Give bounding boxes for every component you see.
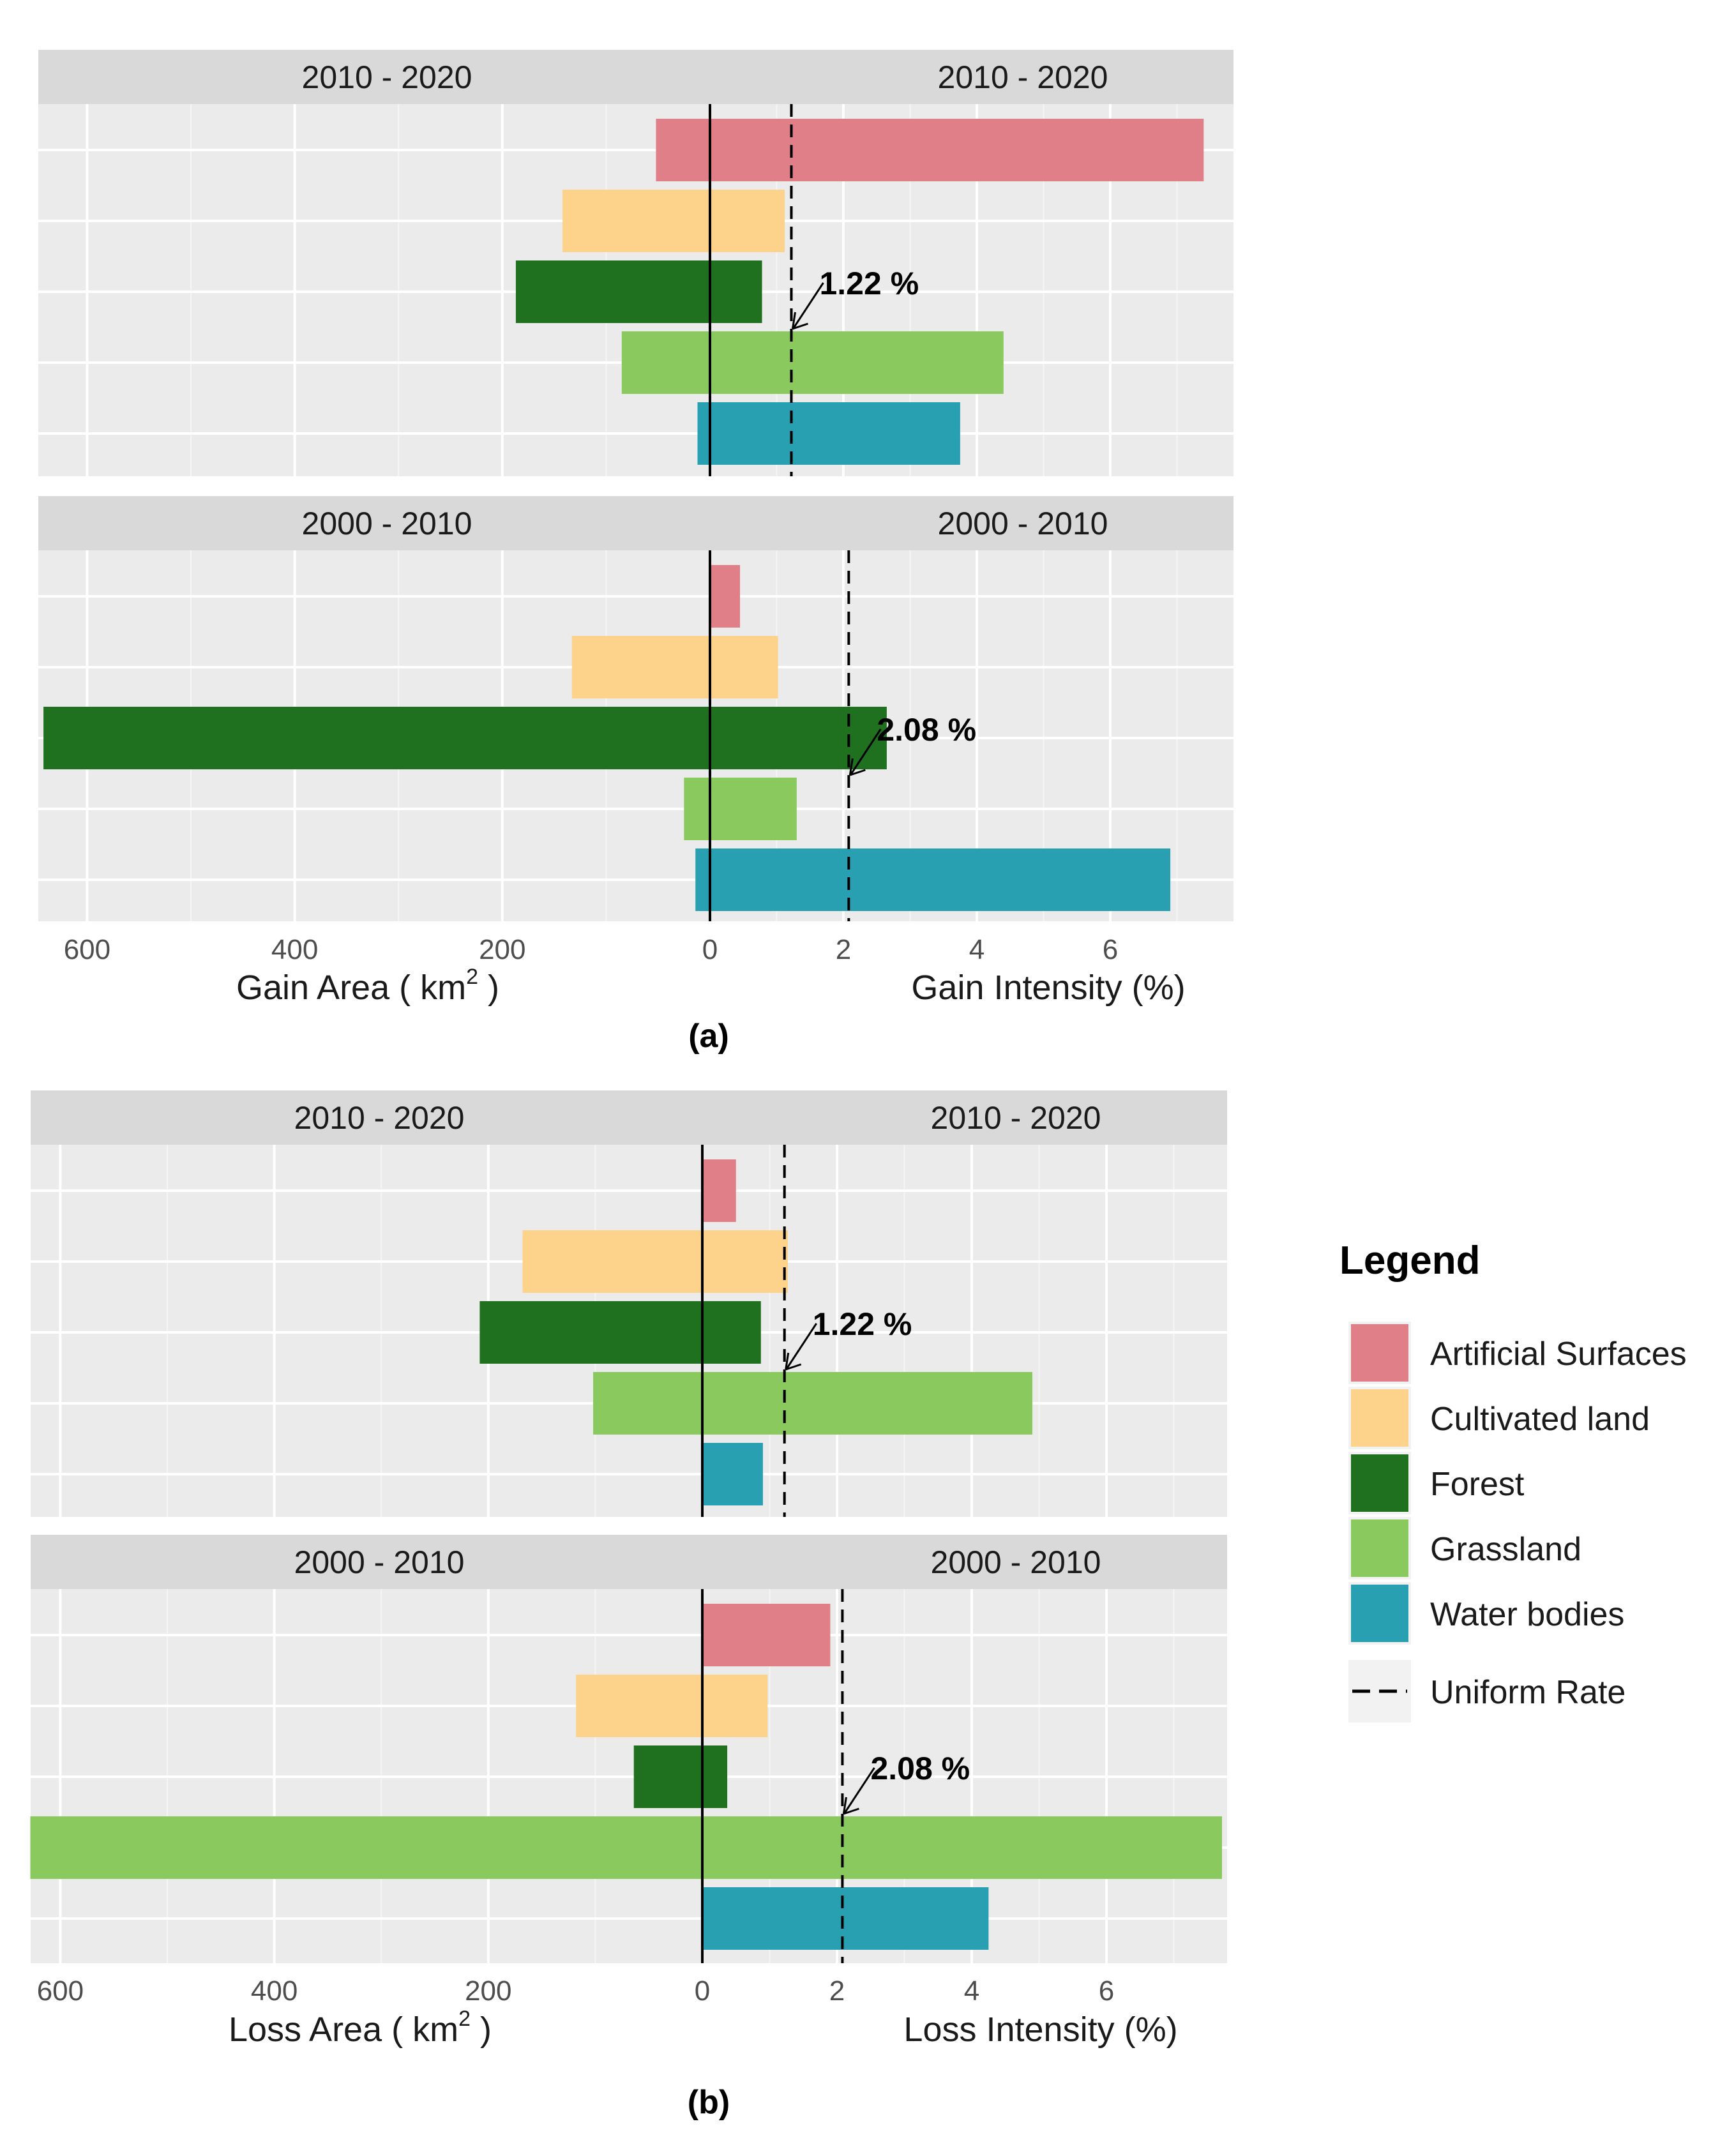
right-tick-label: 4 (964, 1975, 979, 2007)
right-tick-label: 6 (1103, 934, 1118, 965)
facet-panel: 2000 - 2010 2000 - 2010 2.08 % (30, 1535, 1227, 1963)
panel-label: (b) (688, 2084, 730, 2121)
right-tick-label: 6 (1099, 1975, 1114, 2007)
legend-item-label: Grassland (1430, 1531, 1581, 1568)
strip-label-right: 2000 - 2010 (931, 1544, 1101, 1580)
arrow-head (792, 312, 808, 330)
intensity-bar-water-bodies (710, 848, 1171, 911)
arrow-head (785, 1352, 802, 1371)
intensity-bar-artificial-surfaces (710, 119, 1204, 181)
uniform-rate-label: 1.22 % (819, 266, 919, 301)
intensity-bar-cultivated-land (710, 190, 785, 252)
strip-label-left: 2000 - 2010 (302, 506, 472, 541)
intensity-bar-artificial-surfaces (702, 1159, 736, 1222)
legend-title: Legend (1339, 1239, 1480, 1283)
intensity-bar-artificial-surfaces (702, 1604, 831, 1666)
legend-item-label: Artificial Surfaces (1430, 1336, 1687, 1373)
facet-strip (31, 1090, 1227, 1145)
uniform-rate-label: 2.08 % (870, 1751, 970, 1786)
intensity-bar-cultivated-land (702, 1230, 788, 1293)
area-bar-water-bodies (695, 848, 710, 911)
strip-label-right: 2000 - 2010 (938, 506, 1108, 541)
legend-item-label: Uniform Rate (1430, 1674, 1626, 1711)
legend: Legend Artificial Surfaces Cultivated land… (1339, 1239, 1687, 1723)
panel-label: (a) (688, 1018, 729, 1055)
area-bar-cultivated-land (522, 1230, 702, 1293)
annotation-arrow (786, 1323, 817, 1369)
annotation-arrow (793, 282, 824, 328)
strip-label-left: 2010 - 2020 (294, 1100, 465, 1136)
intensity-bar-grassland (702, 1816, 1222, 1879)
intensity-bar-water-bodies (702, 1443, 763, 1505)
intensity-bar-grassland (702, 1372, 1032, 1435)
area-bar-forest (633, 1745, 702, 1808)
area-bar-forest (43, 707, 710, 769)
left-tick-label: 600 (37, 1975, 84, 2007)
annotation-arrow (850, 728, 882, 774)
area-bar-cultivated-land (562, 190, 710, 252)
annotation-arrow (844, 1767, 875, 1813)
uniform-rate-label: 2.08 % (877, 712, 976, 748)
right-tick-label: 2 (836, 934, 851, 965)
area-bar-grassland (593, 1372, 702, 1435)
intensity-bar-forest (710, 707, 887, 769)
intensity-bar-forest (702, 1745, 728, 1808)
left-tick-label: 400 (271, 934, 318, 965)
area-bar-water-bodies (697, 402, 710, 465)
left-axis-title: Loss Area ( km2 ) (229, 2007, 492, 2049)
facet-panel: 2000 - 2010 2000 - 2010 2.08 % (38, 496, 1233, 921)
intensity-bar-cultivated-land (702, 1675, 768, 1737)
legend-item-label: Water bodies (1430, 1596, 1624, 1633)
left-tick-label: 600 (64, 934, 110, 965)
strip-label-left: 2000 - 2010 (294, 1544, 465, 1580)
left-tick-label: 400 (251, 1975, 298, 2007)
facet-strip (31, 1535, 1227, 1589)
legend-item-label: Cultivated land (1430, 1401, 1650, 1438)
legend-swatch-grassland (1351, 1519, 1408, 1577)
intensity-bar-grassland (710, 778, 797, 840)
area-bar-cultivated-land (576, 1675, 702, 1737)
intensity-bar-water-bodies (702, 1887, 989, 1950)
right-axis-title: Gain Intensity (%) (911, 969, 1185, 1007)
left-tick-label: 200 (465, 1975, 511, 2007)
area-bar-artificial-surfaces (656, 119, 710, 181)
intensity-bar-grassland (710, 331, 1004, 394)
intensity-bar-forest (702, 1301, 761, 1364)
legend-swatch-cultivated-land (1351, 1389, 1408, 1447)
legend-swatch-artificial-surfaces (1351, 1324, 1408, 1382)
left-tick-label: 200 (479, 934, 525, 965)
strip-label-right: 2010 - 2020 (931, 1100, 1101, 1136)
area-bar-forest (479, 1301, 702, 1364)
arrow-head (849, 758, 866, 776)
strip-label-right: 2010 - 2020 (938, 59, 1108, 95)
left-tick-label: 0 (695, 1975, 710, 2007)
legend-swatch-forest (1351, 1454, 1408, 1512)
facet-strip (38, 50, 1233, 104)
intensity-bar-forest (710, 260, 762, 323)
area-bar-cultivated-land (571, 636, 710, 698)
area-bar-grassland (30, 1816, 702, 1879)
left-axis-title: Gain Area ( km2 ) (236, 965, 499, 1007)
right-tick-label: 4 (969, 934, 984, 965)
legend-item-label: Forest (1430, 1466, 1525, 1503)
area-bar-grassland (684, 778, 710, 840)
uniform-rate-label: 1.22 % (813, 1306, 912, 1342)
facet-strip (38, 496, 1233, 550)
arrow-head (842, 1797, 859, 1815)
facet-panel: 2010 - 2020 2010 - 2020 1.22 % (31, 1090, 1227, 1517)
right-tick-label: 2 (829, 1975, 845, 2007)
legend-swatch-water-bodies (1351, 1585, 1408, 1642)
left-tick-label: 0 (702, 934, 718, 965)
right-axis-title: Loss Intensity (%) (903, 2010, 1177, 2049)
area-bar-forest (515, 260, 710, 323)
area-bar-grassland (621, 331, 710, 394)
intensity-bar-artificial-surfaces (710, 565, 741, 628)
intensity-bar-cultivated-land (710, 636, 778, 698)
strip-label-left: 2010 - 2020 (302, 59, 472, 95)
intensity-bar-water-bodies (710, 402, 960, 465)
facet-panel: 2010 - 2020 2010 - 2020 1.22 % (38, 50, 1233, 476)
